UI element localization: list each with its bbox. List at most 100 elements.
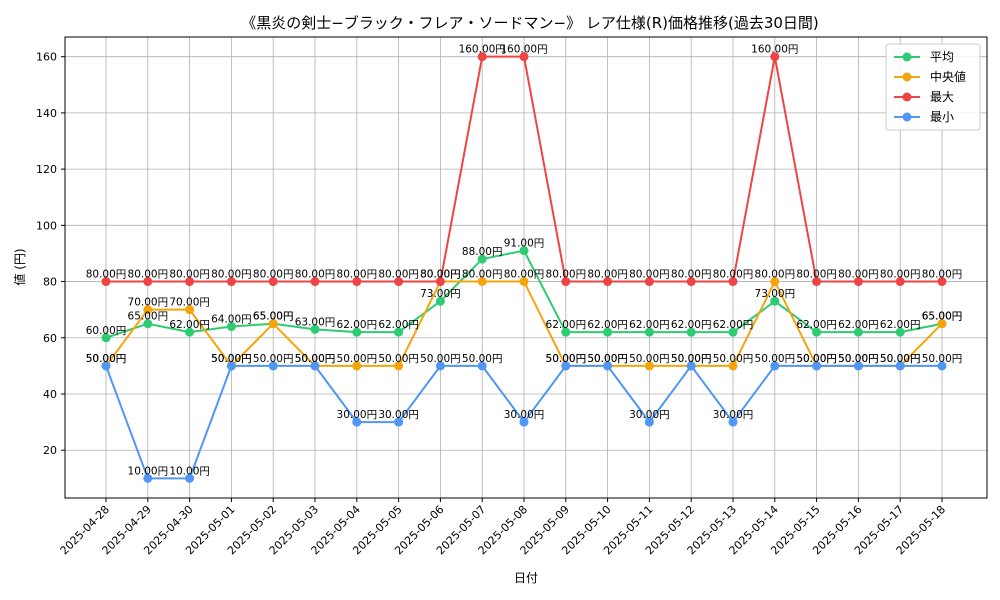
data-point	[770, 277, 780, 287]
data-point	[519, 246, 529, 256]
y-axis-label: 値 (円)	[12, 248, 27, 285]
data-label: 80.00円	[420, 269, 461, 281]
data-point	[477, 52, 487, 62]
data-point	[603, 327, 613, 337]
data-label: 80.00円	[796, 269, 837, 281]
data-point	[603, 361, 613, 371]
data-point	[435, 296, 445, 306]
data-label: 64.00円	[211, 314, 252, 326]
data-point	[143, 277, 153, 287]
chart-title: 《黒炎の剣士−ブラック・フレア・ソードマン−》 レア仕様(R)価格推移(過去30…	[241, 14, 819, 32]
data-label: 80.00円	[169, 269, 210, 281]
data-label: 62.00円	[838, 319, 879, 331]
data-point	[561, 277, 571, 287]
y-tick-label: 100	[36, 219, 57, 232]
y-tick-label: 40	[43, 388, 57, 401]
data-label: 80.00円	[880, 269, 921, 281]
data-point	[268, 277, 278, 287]
data-point	[435, 361, 445, 371]
data-label: 62.00円	[880, 319, 921, 331]
data-point	[101, 333, 111, 343]
data-point	[644, 327, 654, 337]
data-point	[352, 361, 362, 371]
legend-marker	[902, 112, 912, 122]
data-point	[728, 327, 738, 337]
data-label: 30.00円	[378, 409, 419, 421]
data-point	[895, 327, 905, 337]
data-label: 73.00円	[755, 288, 796, 300]
data-point	[143, 473, 153, 483]
data-point	[686, 361, 696, 371]
data-point	[895, 277, 905, 287]
data-label: 50.00円	[796, 353, 837, 365]
data-label: 50.00円	[880, 353, 921, 365]
data-point	[519, 52, 529, 62]
data-label: 62.00円	[337, 319, 378, 331]
data-point	[394, 417, 404, 427]
y-tick-label: 80	[43, 276, 57, 289]
data-label: 50.00円	[796, 353, 837, 365]
y-tick-label: 60	[43, 332, 57, 345]
y-tick-label: 20	[43, 444, 57, 457]
data-label: 30.00円	[337, 409, 378, 421]
data-point	[477, 361, 487, 371]
data-point	[143, 319, 153, 329]
data-point	[268, 361, 278, 371]
x-axis-label: 日付	[514, 571, 538, 585]
data-point	[435, 277, 445, 287]
data-label: 160.00円	[751, 44, 798, 56]
data-label: 50.00円	[546, 353, 587, 365]
data-point	[226, 322, 236, 332]
data-point	[185, 473, 195, 483]
data-point	[686, 327, 696, 337]
data-label: 62.00円	[671, 319, 712, 331]
data-point	[310, 361, 320, 371]
data-label: 50.00円	[838, 353, 879, 365]
data-label: 80.00円	[337, 269, 378, 281]
data-point	[226, 277, 236, 287]
data-label: 160.00円	[459, 44, 506, 56]
data-label: 50.00円	[671, 353, 712, 365]
legend-marker	[902, 92, 912, 102]
data-label: 50.00円	[629, 353, 670, 365]
data-label: 50.00円	[838, 353, 879, 365]
data-point	[728, 361, 738, 371]
data-point	[770, 52, 780, 62]
data-point	[352, 277, 362, 287]
data-point	[895, 361, 905, 371]
data-label: 50.00円	[546, 353, 587, 365]
data-point	[519, 277, 529, 287]
y-tick-label: 140	[36, 107, 57, 120]
data-label: 62.00円	[546, 319, 587, 331]
data-label: 50.00円	[420, 353, 461, 365]
data-label: 73.00円	[420, 288, 461, 300]
data-label: 80.00円	[211, 269, 252, 281]
legend-label: 最大	[930, 90, 954, 104]
data-label: 30.00円	[629, 409, 670, 421]
data-label: 65.00円	[128, 311, 169, 323]
data-label: 88.00円	[462, 246, 503, 258]
data-label: 80.00円	[420, 269, 461, 281]
data-label: 80.00円	[462, 269, 503, 281]
data-point	[477, 277, 487, 287]
data-label: 50.00円	[295, 353, 336, 365]
data-point	[728, 417, 738, 427]
data-point	[644, 277, 654, 287]
data-label: 50.00円	[587, 353, 628, 365]
data-point	[101, 361, 111, 371]
data-point	[853, 277, 863, 287]
legend-label: 最小	[930, 110, 954, 124]
data-label: 62.00円	[796, 319, 837, 331]
data-label: 50.00円	[587, 353, 628, 365]
data-label: 80.00円	[504, 269, 545, 281]
data-point	[477, 254, 487, 264]
data-label: 65.00円	[253, 311, 294, 323]
data-label: 80.00円	[922, 269, 963, 281]
data-point	[561, 327, 571, 337]
legend-marker	[902, 72, 912, 82]
data-point	[644, 361, 654, 371]
y-tick-label: 160	[36, 51, 57, 64]
data-point	[853, 361, 863, 371]
